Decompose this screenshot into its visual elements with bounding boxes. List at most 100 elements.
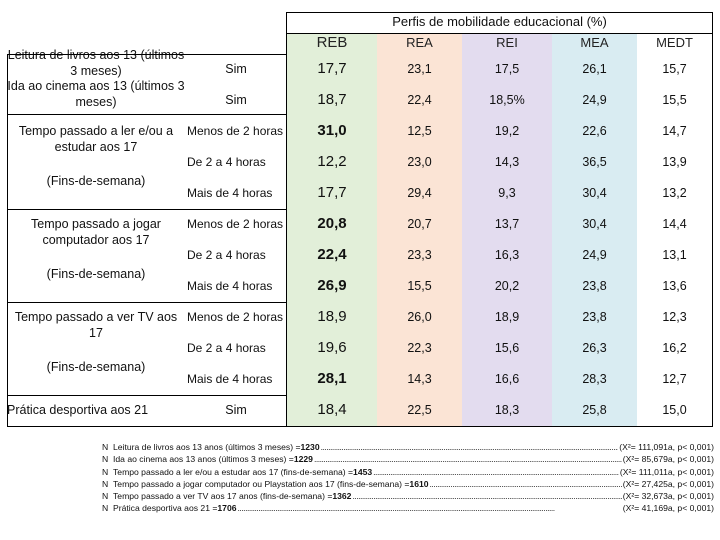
value-cell-rei: 15,6 <box>494 340 520 355</box>
value-cell-medt: 13,6 <box>662 278 687 293</box>
value-cell-mea: 25,8 <box>582 402 607 417</box>
value-cell-mea: 26,3 <box>582 340 607 355</box>
group-rule-3 <box>7 302 287 303</box>
value-cell-medt: 14,4 <box>662 216 687 231</box>
dot-leader <box>314 453 622 465</box>
value-cell-mea: 23,8 <box>582 309 607 324</box>
right-rule <box>712 12 713 427</box>
row-category: Mais de 4 horas <box>187 279 273 293</box>
row-category: De 2 a 4 horas <box>187 248 266 262</box>
computer-games-label-weekend: (Fins-de-semana) <box>46 267 146 282</box>
column-fill-reb <box>287 33 377 426</box>
note-label: Tempo passado a ver TV aos 17 anos (fins… <box>113 491 333 502</box>
value-cell-rei: 19,2 <box>494 123 520 138</box>
value-cell-medt: 13,9 <box>662 154 687 169</box>
note-row: N Leitura de livros aos 13 anos (últimos … <box>102 441 714 453</box>
value-cell-rea: 14,3 <box>407 371 432 386</box>
value-cell-rei: 16,6 <box>494 371 520 386</box>
value-cell-rea: 22,3 <box>407 340 432 355</box>
column-header-reb: REB <box>316 34 348 52</box>
value-cell-rei: 14,3 <box>494 154 520 169</box>
note-count: 1706 <box>217 503 237 514</box>
column-fill-medt <box>637 33 712 426</box>
bottom-rule <box>7 426 712 427</box>
value-cell-rea: 26,0 <box>407 309 432 324</box>
note-prefix: N <box>102 466 109 477</box>
value-cell-reb: 12,2 <box>317 153 347 171</box>
column-fill-mea <box>552 33 637 426</box>
value-cell-rea: 23,1 <box>407 61 432 76</box>
value-cell-mea: 24,9 <box>582 247 607 262</box>
column-fill-rei <box>462 33 552 426</box>
note-label: Prática desportiva aos 21 = <box>113 503 218 514</box>
value-cell-mea: 24,9 <box>582 92 607 107</box>
value-cell-reb: 28,1 <box>317 370 347 388</box>
value-cell-rea: 23,3 <box>407 247 432 262</box>
value-cell-medt: 15,0 <box>662 402 687 417</box>
note-prefix: N <box>102 442 109 452</box>
value-cell-medt: 14,7 <box>662 123 687 138</box>
left-rule <box>7 54 8 427</box>
row-category: Menos de 2 horas <box>187 124 284 138</box>
row-category: Menos de 2 horas <box>187 310 284 324</box>
value-cell-reb: 17,7 <box>317 60 347 78</box>
note-row: N Tempo passado a ver TV aos 17 anos (fin… <box>102 490 714 502</box>
note-statistic: (X²= 111,091a, p< 0,001) <box>619 442 714 452</box>
value-cell-rei: 17,5 <box>494 61 520 76</box>
value-cell-mea: 36,5 <box>582 154 607 169</box>
value-cell-reb: 22,4 <box>317 246 347 264</box>
note-count: 1610 <box>409 478 429 489</box>
label-divider <box>286 12 287 427</box>
value-cell-medt: 15,5 <box>662 92 687 107</box>
note-prefix: N <box>102 491 109 502</box>
value-cell-rei: 13,7 <box>494 216 520 231</box>
value-cell-medt: 13,1 <box>662 247 687 262</box>
note-count: 1362 <box>332 491 352 502</box>
value-cell-mea: 28,3 <box>582 371 607 386</box>
dot-leader <box>321 441 619 453</box>
value-cell-reb: 20,8 <box>317 215 347 233</box>
note-row: N Ida ao cinema aos 13 anos (últimos 3 me… <box>102 453 714 465</box>
tv-label-weekend: (Fins-de-semana) <box>46 360 146 375</box>
value-cell-rei: 20,2 <box>494 278 520 293</box>
note-prefix: N <box>102 454 109 465</box>
top-rule <box>286 12 712 13</box>
column-header-rei: REI <box>496 35 518 51</box>
note-statistic: (X²= 32,673a, p< 0,001) <box>622 491 714 502</box>
note-prefix: N <box>102 503 109 514</box>
note-row: N Prática desportiva aos 21 = 1706 (X²= 41… <box>102 502 714 514</box>
note-count: 1230 <box>300 442 320 452</box>
value-cell-rea: 22,4 <box>407 92 432 107</box>
computer-games-label: Tempo passado a jogar computador aos 17 <box>31 217 161 247</box>
value-cell-rei: 16,3 <box>494 247 520 262</box>
row-category: De 2 a 4 horas <box>187 341 266 355</box>
dot-leader <box>430 478 622 490</box>
value-cell-rea: 20,7 <box>407 216 432 231</box>
column-fill-rea <box>377 33 462 426</box>
label-top-rule <box>7 54 287 55</box>
note-label: Leitura de livros aos 13 anos (últimos 3… <box>113 442 301 452</box>
value-cell-rei: 18,9 <box>494 309 520 324</box>
group-rule-4 <box>7 395 287 396</box>
note-row: N Tempo passado a jogar computador ou Pla… <box>102 478 714 490</box>
value-cell-rei: 18,3 <box>494 402 520 417</box>
note-count: 1453 <box>353 466 373 477</box>
note-count: 1229 <box>293 454 313 465</box>
value-cell-reb: 31,0 <box>317 122 347 140</box>
note-label: Ida ao cinema aos 13 anos (últimos 3 mes… <box>113 454 294 465</box>
value-cell-medt: 13,2 <box>662 185 687 200</box>
value-cell-mea: 26,1 <box>582 61 607 76</box>
column-header-rea: REA <box>406 35 433 51</box>
value-cell-reb: 18,7 <box>317 91 347 109</box>
row-category: Sim <box>225 92 247 107</box>
row-label: Ida ao cinema aos 13 (últimos 3 meses) <box>7 78 185 109</box>
value-cell-mea: 23,8 <box>582 278 607 293</box>
column-header-mea: MEA <box>580 35 609 51</box>
row-category: De 2 a 4 horas <box>187 155 266 169</box>
row-category: Mais de 4 horas <box>187 186 273 200</box>
value-cell-reb: 18,4 <box>317 401 347 419</box>
row-label: Prática desportiva aos 21 <box>7 402 149 417</box>
row-category: Menos de 2 horas <box>187 217 284 231</box>
column-header-medt: MEDT <box>656 35 693 51</box>
note-label: Tempo passado a ler e/ou a estudar aos 1… <box>113 466 354 477</box>
